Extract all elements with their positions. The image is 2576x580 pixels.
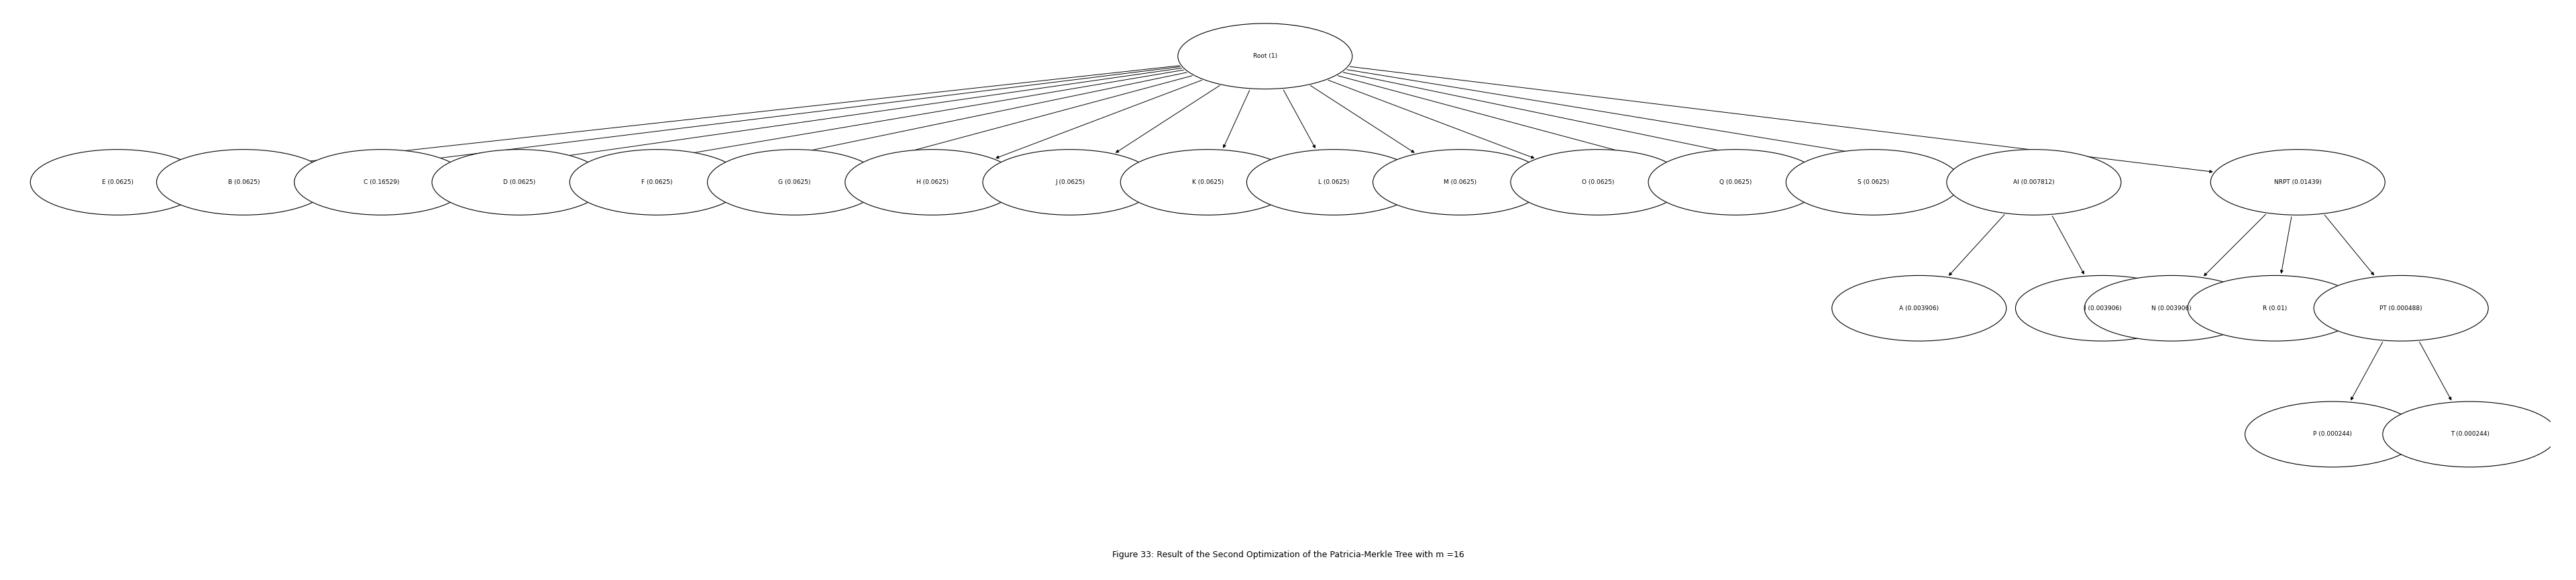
- Text: T (0.000244): T (0.000244): [2450, 432, 2488, 437]
- Text: K (0.0625): K (0.0625): [1193, 179, 1224, 185]
- Text: AI (0.007812): AI (0.007812): [2014, 179, 2056, 185]
- Ellipse shape: [2383, 401, 2558, 467]
- Text: C (0.16529): C (0.16529): [363, 179, 399, 185]
- Ellipse shape: [1832, 276, 2007, 341]
- Ellipse shape: [1177, 23, 1352, 89]
- Text: H (0.0625): H (0.0625): [917, 179, 948, 185]
- Ellipse shape: [1947, 150, 2120, 215]
- Text: E (0.0625): E (0.0625): [103, 179, 134, 185]
- Ellipse shape: [433, 150, 605, 215]
- Ellipse shape: [569, 150, 744, 215]
- Text: D (0.0625): D (0.0625): [502, 179, 536, 185]
- Ellipse shape: [1247, 150, 1422, 215]
- Ellipse shape: [2313, 276, 2488, 341]
- Text: N (0.003906): N (0.003906): [2151, 305, 2192, 311]
- Ellipse shape: [2084, 276, 2259, 341]
- Text: Root (1): Root (1): [1252, 53, 1278, 59]
- Ellipse shape: [984, 150, 1157, 215]
- Text: J (0.0625): J (0.0625): [1056, 179, 1084, 185]
- Text: Q (0.0625): Q (0.0625): [1718, 179, 1752, 185]
- Ellipse shape: [31, 150, 204, 215]
- Text: M (0.0625): M (0.0625): [1443, 179, 1476, 185]
- Ellipse shape: [2246, 401, 2419, 467]
- Text: PT (0.000488): PT (0.000488): [2380, 305, 2421, 311]
- Ellipse shape: [1649, 150, 1824, 215]
- Ellipse shape: [1785, 150, 1960, 215]
- Ellipse shape: [1510, 150, 1685, 215]
- Text: I (0.003906): I (0.003906): [2084, 305, 2123, 311]
- Ellipse shape: [708, 150, 881, 215]
- Text: O (0.0625): O (0.0625): [1582, 179, 1615, 185]
- Text: B (0.0625): B (0.0625): [227, 179, 260, 185]
- Ellipse shape: [157, 150, 330, 215]
- Ellipse shape: [1373, 150, 1548, 215]
- Ellipse shape: [2014, 276, 2190, 341]
- Text: S (0.0625): S (0.0625): [1857, 179, 1888, 185]
- Text: G (0.0625): G (0.0625): [778, 179, 811, 185]
- Text: F (0.0625): F (0.0625): [641, 179, 672, 185]
- Ellipse shape: [2210, 150, 2385, 215]
- Text: R (0.01): R (0.01): [2262, 305, 2287, 311]
- Ellipse shape: [845, 150, 1020, 215]
- Ellipse shape: [1121, 150, 1296, 215]
- Ellipse shape: [2187, 276, 2362, 341]
- Text: L (0.0625): L (0.0625): [1319, 179, 1350, 185]
- Ellipse shape: [294, 150, 469, 215]
- Text: Figure 33: Result of the Second Optimization of the Patricia-Merkle Tree with m : Figure 33: Result of the Second Optimiza…: [1113, 550, 1463, 559]
- Text: P (0.000244): P (0.000244): [2313, 432, 2352, 437]
- Text: A (0.003906): A (0.003906): [1899, 305, 1940, 311]
- Text: NRPT (0.01439): NRPT (0.01439): [2275, 179, 2321, 185]
